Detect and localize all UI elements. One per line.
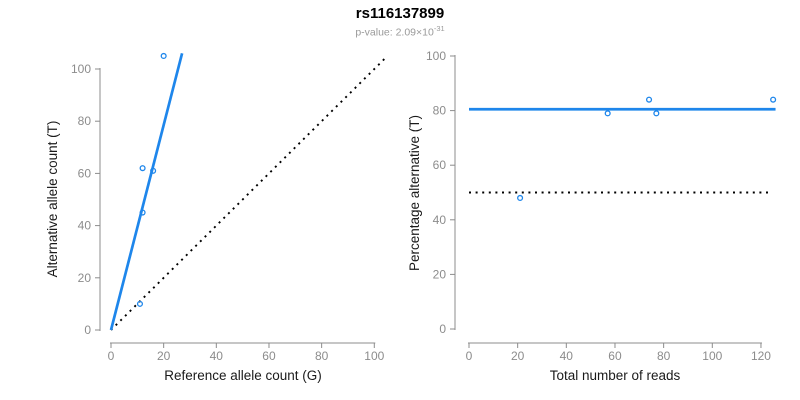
y-tick-label: 100 — [426, 49, 446, 63]
x-tick-label: 60 — [608, 349, 622, 363]
y-tick-label: 40 — [78, 219, 92, 233]
x-tick-label: 80 — [657, 349, 671, 363]
x-tick-label: 60 — [262, 349, 276, 363]
x-tick-label: 120 — [751, 349, 771, 363]
data-point — [604, 110, 611, 117]
y-axis-title: Percentage alternative (T) — [407, 115, 422, 271]
y-tick-label: 60 — [433, 158, 447, 172]
y-tick-label: 40 — [433, 213, 447, 227]
x-tick-label: 0 — [466, 349, 473, 363]
pvalue-subtitle: p-value: 2.09×10-31 — [0, 22, 800, 40]
x-tick-label: 100 — [364, 349, 384, 363]
x-tick-label: 20 — [511, 349, 525, 363]
figure-title: rs116137899 — [355, 5, 445, 22]
y-tick-label: 20 — [78, 271, 92, 285]
pvalue-text: p-value: 2.09×10 — [355, 26, 434, 39]
y-tick-label: 80 — [78, 114, 92, 128]
fit-line — [109, 53, 184, 331]
data-point — [136, 300, 144, 307]
y-tick-label: 20 — [433, 267, 447, 281]
figure-header: rs116137899 p-value: 2.09×10-31 — [0, 5, 800, 40]
data-point — [160, 52, 167, 59]
x-tick-label: 40 — [210, 349, 224, 363]
data-point — [150, 167, 157, 174]
x-tick-label: 0 — [108, 349, 115, 363]
y-axis-title: Alternative allele count (T) — [45, 121, 60, 278]
y-tick-label: 80 — [433, 104, 447, 118]
x-tick-label: 100 — [702, 349, 722, 363]
data-point — [139, 165, 146, 172]
data-point — [139, 209, 146, 216]
x-axis-title: Total number of reads — [550, 368, 681, 383]
y-tick-label: 60 — [78, 166, 92, 180]
x-tick-label: 80 — [315, 349, 329, 363]
x-tick-label: 40 — [560, 349, 574, 363]
y-tick-label: 0 — [439, 322, 446, 336]
data-point — [645, 96, 653, 103]
y-tick-label: 100 — [71, 62, 91, 76]
data-point — [517, 194, 524, 202]
pvalue-exponent: -31 — [433, 24, 445, 33]
y-tick-label: 0 — [84, 323, 91, 337]
identity-line — [110, 55, 389, 331]
data-point — [770, 96, 777, 103]
data-point — [653, 110, 660, 117]
x-axis-title: Reference allele count (G) — [164, 368, 322, 383]
x-tick-label: 20 — [157, 349, 171, 363]
